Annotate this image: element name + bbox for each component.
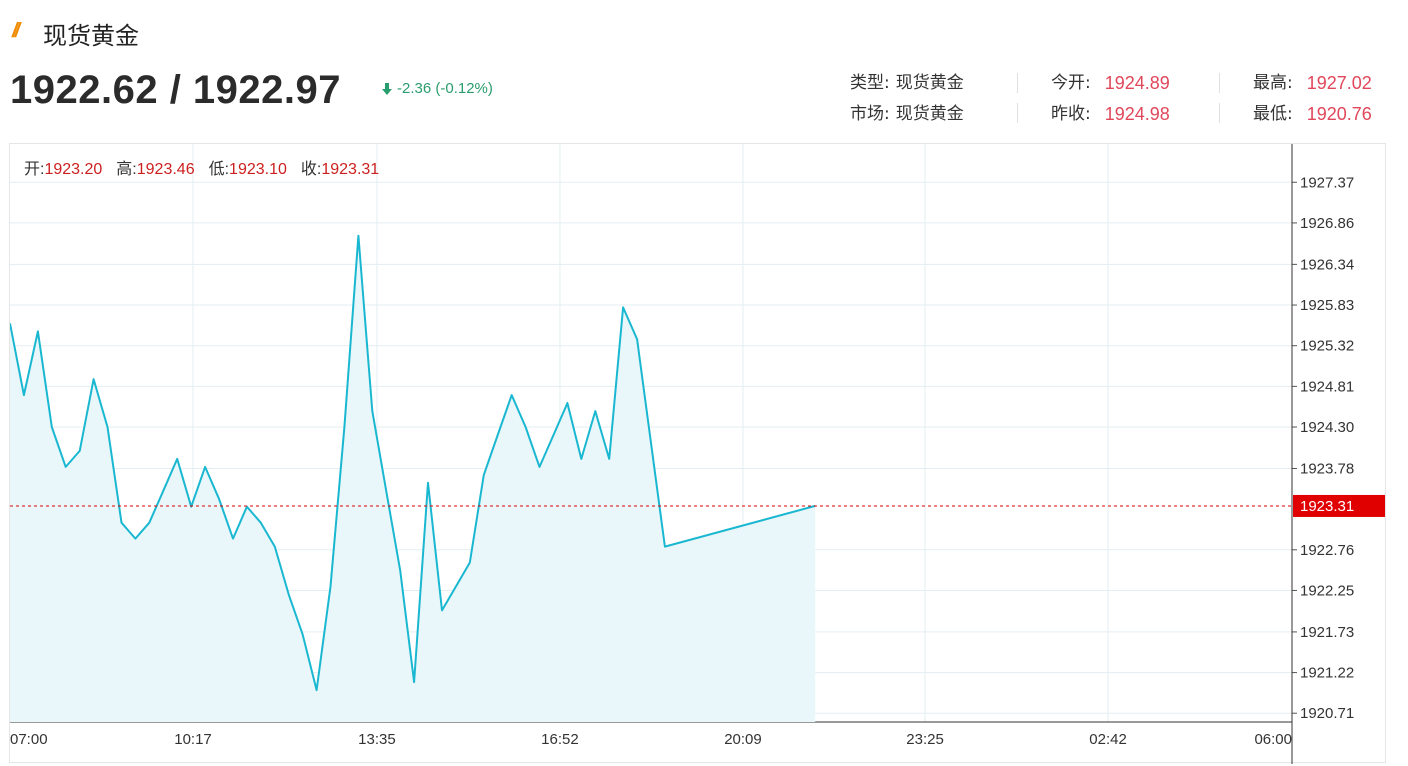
ohlc-low-value: 1923.10 <box>229 161 287 178</box>
type-value: 现货黄金 <box>895 73 964 93</box>
ohlc-readout: 开:1923.20 高:1923.46 低:1923.10 收:1923.31 <box>24 155 393 179</box>
open-value: 1924.89 <box>1104 73 1170 93</box>
divider <box>1017 73 1018 93</box>
y-tick-label: 1926.86 <box>1300 215 1354 232</box>
arrow-down-icon <box>382 82 392 95</box>
divider <box>1219 73 1220 93</box>
info-col-high: 最高: 1927.02 最低: 1920.76 <box>1253 68 1372 130</box>
high-label: 最高: <box>1253 73 1293 93</box>
bid-ask-price: 1922.62 / 1922.97 <box>10 68 342 112</box>
x-tick-label: 20:09 <box>724 731 762 748</box>
y-tick-label: 1924.81 <box>1300 378 1354 395</box>
x-tick-label: 23:25 <box>906 731 944 748</box>
chart-frame: 1927.37 1926.86 1926.34 1925.83 1925.32 1924.… <box>9 143 1387 764</box>
open-label: 今开: <box>1051 73 1091 93</box>
y-tick-label: 1922.25 <box>1300 582 1354 599</box>
prev-close-value: 1924.98 <box>1104 104 1170 124</box>
x-tick-label: 10:17 <box>174 731 212 748</box>
x-tick-label: 07:00 <box>10 731 48 748</box>
ohlc-high-value: 1923.46 <box>136 161 195 178</box>
prev-close-label: 昨收: <box>1051 104 1091 124</box>
x-tick-label: 02:42 <box>1089 731 1127 748</box>
y-tick-label: 1921.73 <box>1300 624 1354 641</box>
page-title: 现货黄金 <box>43 22 139 50</box>
y-tick-label: 1927.37 <box>1300 174 1354 191</box>
high-value: 1927.02 <box>1306 73 1372 93</box>
x-tick-label: 06:00 <box>1254 731 1292 748</box>
y-tick-label: 1924.30 <box>1300 419 1354 436</box>
low-label: 最低: <box>1253 104 1293 124</box>
y-tick-label: 1920.71 <box>1300 705 1354 722</box>
market-label: 市场: <box>850 104 890 124</box>
ohlc-close-value: 1923.31 <box>321 161 380 178</box>
info-col-open: 今开: 1924.89 昨收: 1924.98 <box>1051 68 1170 130</box>
ohlc-open-label: 开: <box>24 161 45 178</box>
price-change-value: -2.36 (-0.12%) <box>397 80 493 97</box>
y-tick-label: 1921.22 <box>1300 665 1354 682</box>
price-change: -2.36 (-0.12%) <box>381 80 493 97</box>
y-tick-label: 1923.78 <box>1300 460 1354 477</box>
divider <box>1017 103 1018 123</box>
ohlc-low-label: 低: <box>208 161 230 178</box>
low-value: 1920.76 <box>1306 104 1372 124</box>
y-tick-label: 1926.34 <box>1300 256 1354 273</box>
price-chart[interactable]: 1927.37 1926.86 1926.34 1925.83 1925.32 1924.… <box>10 144 1387 764</box>
info-col-type: 类型: 现货黄金 市场: 现货黄金 <box>850 68 964 130</box>
brand-slash-icon: // <box>12 20 20 42</box>
ohlc-open-value: 1923.20 <box>44 161 103 178</box>
y-tick-label: 1925.83 <box>1300 297 1354 314</box>
type-label: 类型: <box>850 73 890 93</box>
ohlc-close-label: 收: <box>300 161 322 178</box>
y-tick-label: 1922.76 <box>1300 542 1354 559</box>
divider <box>1219 103 1220 123</box>
price-area <box>10 235 816 722</box>
y-tick-label: 1925.32 <box>1300 338 1354 355</box>
current-price-badge <box>1293 494 1385 517</box>
current-price-label: 1923.31 <box>1300 498 1354 515</box>
ohlc-high-label: 高: <box>116 161 137 178</box>
x-tick-label: 13:35 <box>358 731 396 748</box>
market-value: 现货黄金 <box>895 104 964 124</box>
x-tick-label: 16:52 <box>541 731 579 748</box>
